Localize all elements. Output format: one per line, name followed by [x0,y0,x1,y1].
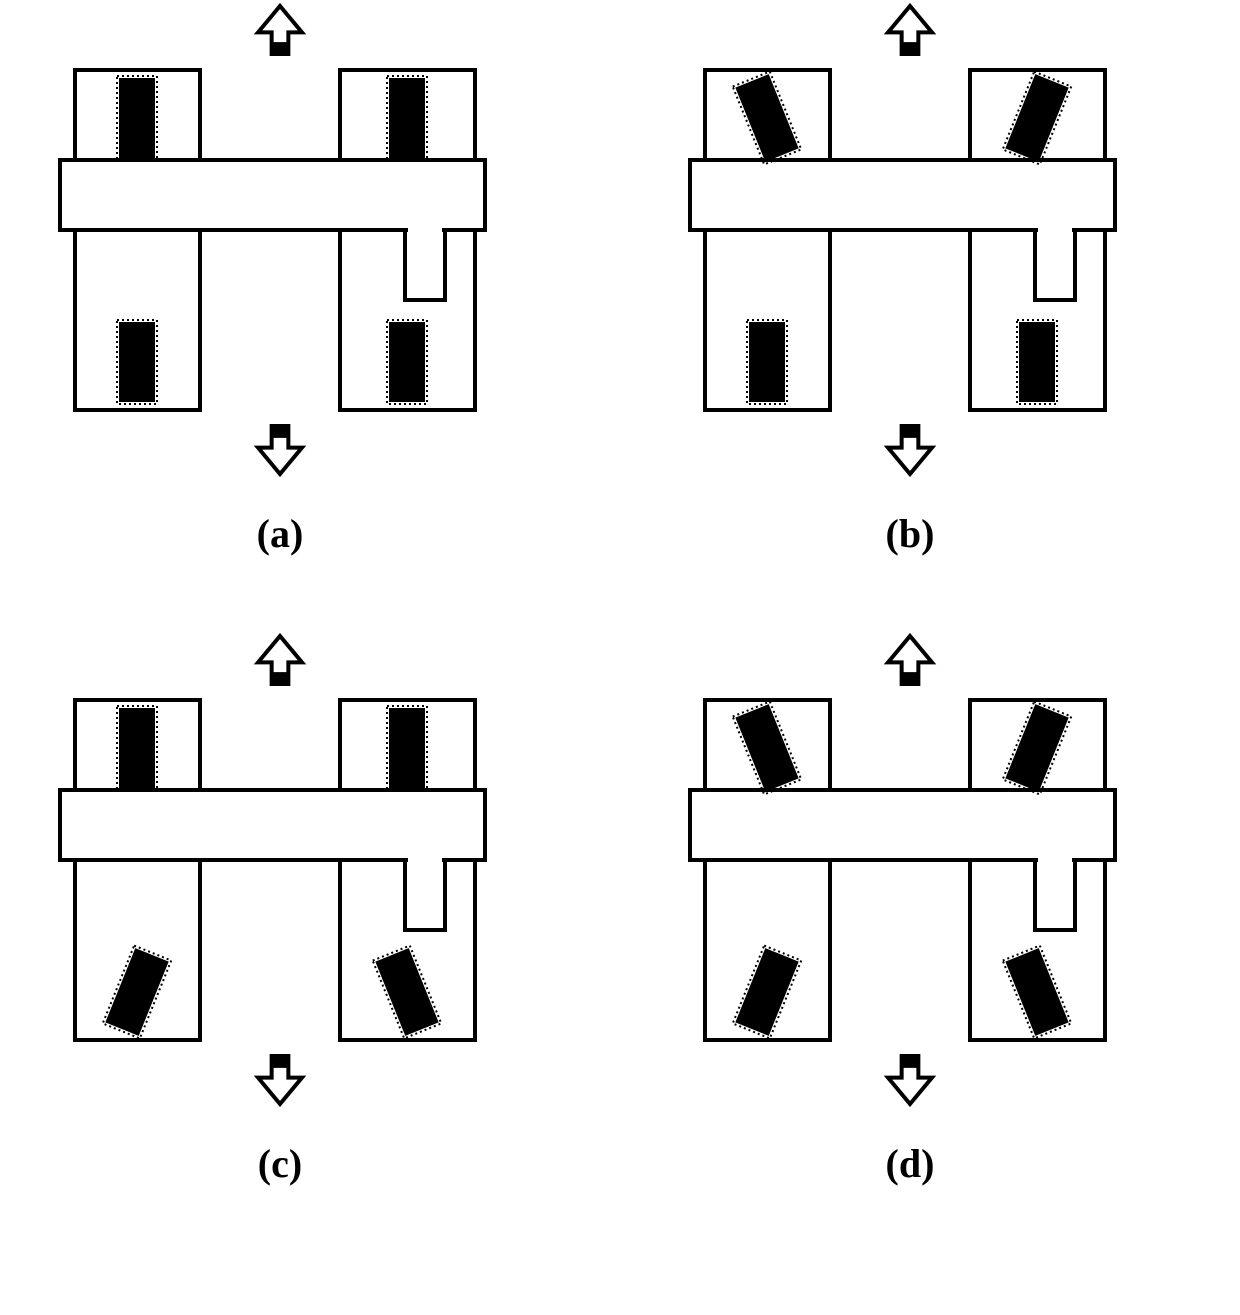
panel-a-svg [30,0,530,500]
caption-d: (d) [886,1140,935,1187]
diagram-canvas: (a) (b) (c) (d) [0,0,1240,1315]
panel-c-svg [30,630,530,1130]
panel-d: (d) [660,630,1160,1250]
caption-c: (c) [258,1140,302,1187]
panel-a: (a) [30,0,530,620]
caption-a: (a) [257,510,304,557]
panel-b-svg [660,0,1160,500]
panel-b: (b) [660,0,1160,620]
caption-b: (b) [886,510,935,557]
panel-d-svg [660,630,1160,1130]
panel-c: (c) [30,630,530,1250]
